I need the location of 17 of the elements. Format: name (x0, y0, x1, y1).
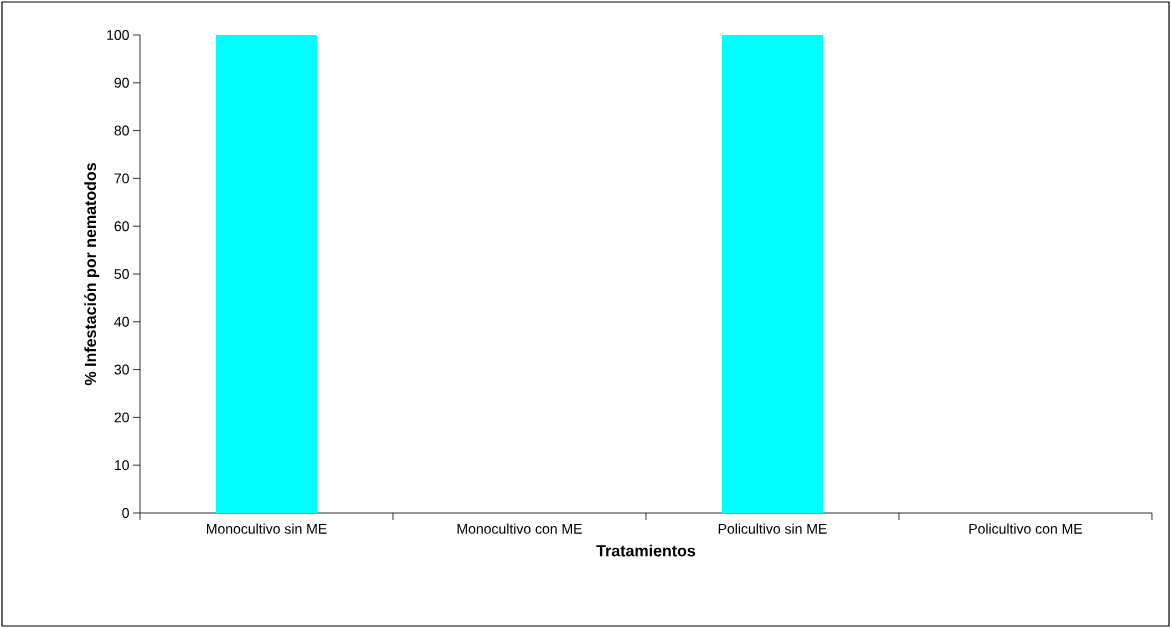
y-tick-label: 60 (114, 221, 129, 232)
y-tick-label: 20 (114, 412, 129, 423)
y-tick-label: 40 (114, 316, 129, 327)
y-tick-label: 10 (114, 460, 129, 471)
x-tick-label: Policultivo sin ME (718, 523, 827, 534)
x-tick-label: Monocultivo con ME (457, 523, 582, 534)
y-tick-label: 100 (107, 30, 129, 40)
x-tick-label: Monocultivo sin ME (206, 523, 327, 534)
y-axis-title: % Infestación por nematodos (84, 163, 100, 386)
x-tick-label: Policultivo con ME (969, 523, 1083, 534)
y-tick-label: 80 (114, 125, 129, 136)
y-tick-label: 50 (114, 269, 129, 279)
y-tick-label: 90 (114, 77, 129, 88)
x-axis-title: Tratamientos (596, 544, 696, 557)
y-tick-label: 70 (114, 173, 129, 184)
y-tick-label: 30 (114, 364, 129, 375)
y-tick-label: 0 (122, 508, 129, 518)
